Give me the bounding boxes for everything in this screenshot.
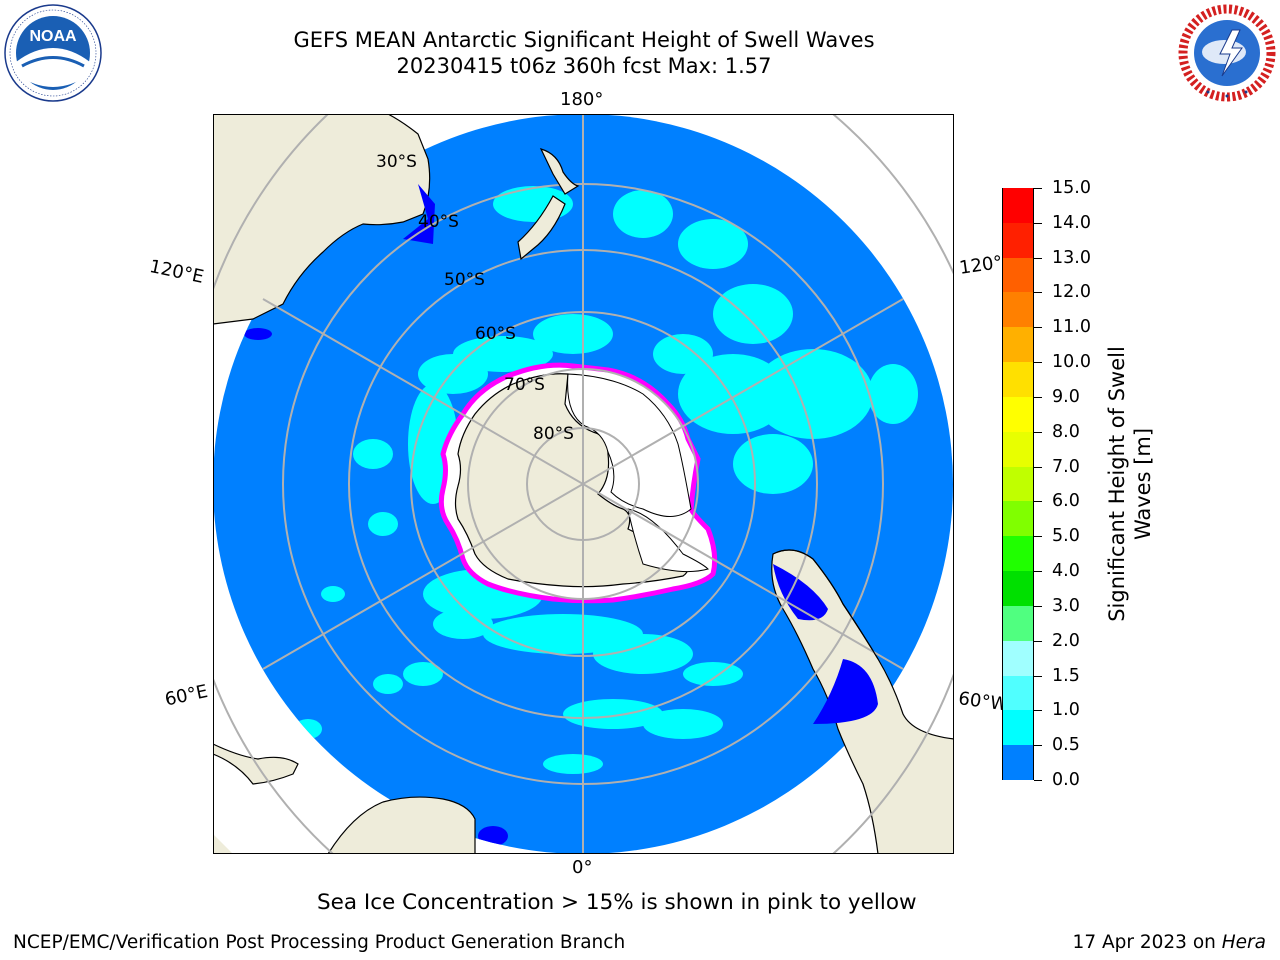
colorbar-tick-label: 1.0 [1052,700,1080,721]
colorbar-tick-mark [1034,501,1042,503]
colorbar-tick-label: 0.0 [1052,770,1080,790]
colorbar-tick-mark [1034,780,1042,781]
colorbar-bin [1003,327,1033,363]
nws-logo-icon [1178,4,1276,102]
lon-label-60e: 60°E [163,681,210,711]
colorbar-tick-mark [1034,362,1042,364]
colorbar [1002,188,1034,781]
colorbar-bin [1003,571,1033,607]
colorbar-tick-label: 13.0 [1052,247,1091,268]
colorbar-tick-mark [1034,257,1042,259]
colorbar-tick-mark [1034,605,1042,607]
colorbar-bin [1003,640,1033,677]
colorbar-bin [1003,431,1033,468]
colorbar-tick-label: 12.0 [1052,282,1091,303]
lat-label-70s: 70°S [504,375,545,395]
ross-ice-shelf [567,373,692,517]
colorbar-bin [1003,362,1033,398]
colorbar-bin [1003,675,1033,711]
credit-machine: Hera [1221,932,1266,953]
colorbar-tick-label: 1.5 [1052,665,1080,686]
sea-ice-note: Sea Ice Concentration > 15% is shown in … [317,890,917,915]
noaa-logo-text: NOAA [29,28,77,45]
colorbar-tick-label: 5.0 [1052,526,1080,547]
colorbar-bin [1003,292,1033,328]
lon-label-120e: 120°E [147,256,206,288]
credit-date: 17 Apr 2023 on Hera [1073,932,1266,953]
australia-land [213,114,431,325]
colorbar-tick-label: 0.5 [1052,735,1080,756]
colorbar-bin [1003,501,1033,537]
lat-label-80s: 80°S [533,424,574,444]
colorbar-bin [1003,257,1033,293]
lat-label-60s: 60°S [475,324,516,344]
chart-title-line1: GEFS MEAN Antarctic Significant Height o… [293,28,875,52]
colorbar-tick-mark [1034,675,1042,677]
africa-land [327,796,476,854]
noaa-logo-icon: NOAA [4,4,102,102]
colorbar-tick-label: 10.0 [1052,352,1091,373]
colorbar-title-line1: Significant Height of Swell [1105,346,1129,622]
colorbar-bin [1003,605,1033,642]
colorbar-tick-mark [1034,536,1042,538]
swell-0-0-0-5-patches [244,184,878,846]
new-zealand-north-land [539,148,580,195]
credit-date-text: 17 Apr 2023 on [1072,932,1222,953]
new-zealand-south-land [517,195,566,261]
colorbar-tick-mark [1034,640,1042,642]
lat-label-30s: 30°S [376,152,417,172]
swell-1-0-1-5-patches [294,186,918,774]
colorbar-tick-label: 7.0 [1052,456,1080,477]
polar-map [213,114,954,854]
graticule [213,114,953,854]
colorbar-tick-label: 14.0 [1052,212,1091,233]
polar-map-svg [213,114,954,854]
colorbar-tick-label: 6.0 [1052,491,1080,512]
colorbar-title-line2: Waves [m] [1131,427,1155,541]
colorbar-tick-mark [1034,431,1042,433]
colorbar-tick-label: 4.0 [1052,561,1080,582]
lon-label-180: 180° [560,89,604,110]
colorbar-bin [1003,396,1033,433]
colorbar-tick-label: 2.0 [1052,630,1080,651]
colorbar-tick-label: 3.0 [1052,595,1080,616]
lat-label-50s: 50°S [444,270,485,290]
colorbar-bin [1003,222,1033,259]
colorbar-bin [1003,188,1033,224]
colorbar-tick-label: 15.0 [1052,178,1091,198]
chart-title-line2: 20230415 t06z 360h fcst Max: 1.57 [396,54,772,78]
colorbar-tick-mark [1034,745,1042,747]
colorbar-bin [1003,710,1033,746]
corner-land [213,834,233,854]
lon-label-0: 0° [572,857,593,878]
colorbar-tick-mark [1034,327,1042,329]
credit-left: NCEP/EMC/Verification Post Processing Pr… [13,932,626,953]
colorbar-tick-mark [1034,222,1042,224]
lat-label-40s: 40°S [418,212,459,232]
colorbar-tick-label: 8.0 [1052,421,1080,442]
graticule-outer [213,114,954,854]
colorbar-tick-mark [1034,292,1042,294]
colorbar-bin [1003,536,1033,572]
colorbar-tick-mark [1034,396,1042,398]
colorbar-tick-mark [1034,188,1042,189]
colorbar-tick-mark [1034,571,1042,573]
colorbar-bin [1003,745,1033,781]
colorbar-tick-mark [1034,466,1042,468]
colorbar-bin [1003,466,1033,502]
colorbar-tick-label: 11.0 [1052,317,1091,338]
colorbar-tick-label: 9.0 [1052,386,1080,407]
colorbar-tick-mark [1034,710,1042,712]
